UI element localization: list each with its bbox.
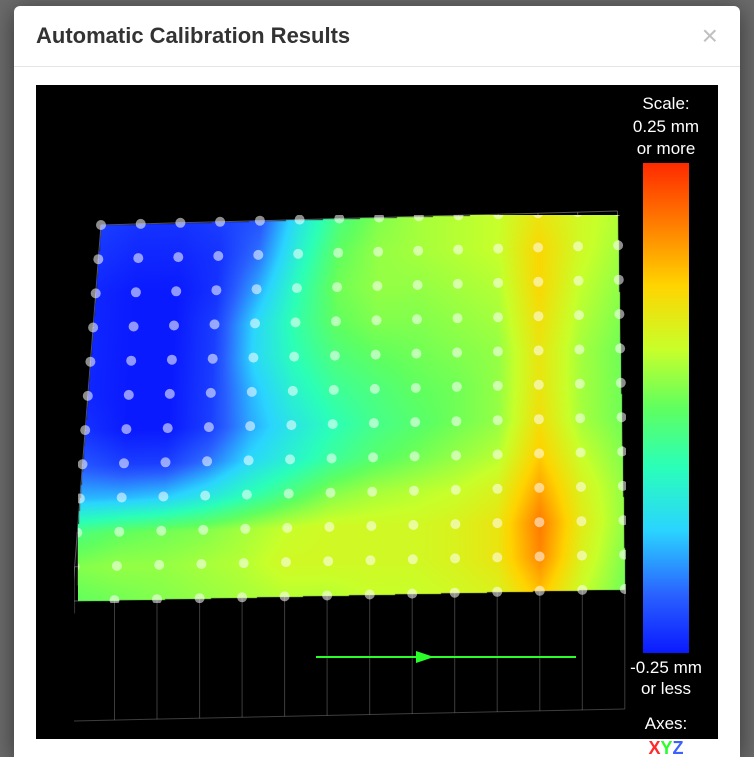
axis-arrow	[316, 647, 596, 667]
axis-x: X	[648, 738, 660, 757]
heatmap-surface-wrap	[78, 215, 626, 603]
modal-header: Automatic Calibration Results ×	[14, 6, 740, 67]
heatmap-panel[interactable]: Scale: 0.25 mm or more -0.25 mm or less …	[36, 85, 718, 739]
scale-bottom-value: -0.25 mm	[630, 658, 702, 677]
heatmap-surface	[78, 215, 626, 603]
colorbar	[643, 163, 689, 653]
scale-top-or: or more	[637, 139, 696, 158]
axes-label: Axes:	[620, 713, 712, 734]
axis-y: Y	[661, 738, 673, 757]
scale-top-value: 0.25 mm	[633, 117, 699, 136]
scale-top: 0.25 mm or more	[620, 116, 712, 159]
axis-z: Z	[673, 738, 684, 757]
scale-legend: Scale: 0.25 mm or more -0.25 mm or less …	[620, 93, 712, 757]
calibration-results-modal: Automatic Calibration Results × Scale: 0…	[14, 6, 740, 757]
close-button[interactable]: ×	[702, 22, 718, 50]
scale-bottom-or: or less	[641, 679, 691, 698]
modal-title: Automatic Calibration Results	[36, 23, 350, 49]
scale-bottom: -0.25 mm or less	[620, 657, 712, 700]
scale-label: Scale:	[620, 93, 712, 114]
modal-body: Scale: 0.25 mm or more -0.25 mm or less …	[14, 67, 740, 757]
axes-row: XYZ	[620, 737, 712, 757]
